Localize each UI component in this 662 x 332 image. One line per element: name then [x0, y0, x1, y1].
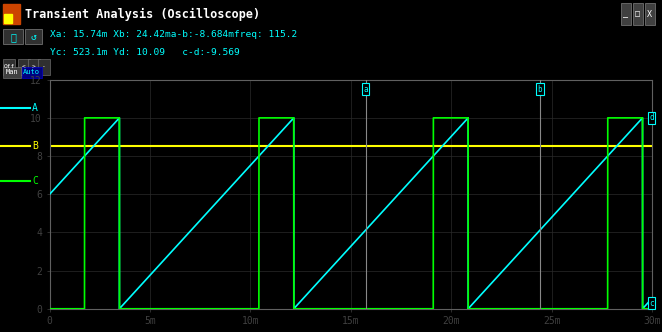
Text: d: d [649, 113, 653, 123]
Text: -: - [42, 64, 46, 69]
Text: Auto: Auto [23, 69, 40, 75]
Bar [22, 67, 42, 78]
Text: c: c [649, 298, 653, 307]
Text: □: □ [635, 10, 640, 19]
Bar [3, 4, 20, 24]
Bar [18, 59, 30, 74]
Text: B: B [32, 141, 38, 151]
Text: C: C [32, 176, 38, 186]
Bar [633, 3, 643, 25]
Bar [25, 29, 42, 43]
Text: ↺: ↺ [31, 33, 36, 42]
Text: A: A [32, 103, 38, 113]
Bar [621, 3, 631, 25]
Text: ⌇: ⌇ [11, 33, 16, 42]
Text: Xa: 15.74m Xb: 24.42ma-b:-8.684mfreq: 115.2: Xa: 15.74m Xb: 24.42ma-b:-8.684mfreq: 11… [50, 30, 297, 39]
Text: <: < [22, 64, 26, 69]
Bar [3, 67, 21, 78]
Text: b: b [538, 85, 542, 94]
Bar [3, 59, 15, 74]
Bar [4, 14, 12, 23]
Bar [645, 3, 655, 25]
Text: Transient Analysis (Oscilloscope): Transient Analysis (Oscilloscope) [25, 8, 260, 21]
Bar [28, 59, 40, 74]
Text: a: a [363, 85, 368, 94]
Bar [3, 29, 23, 43]
Bar [38, 59, 50, 74]
Text: Off: Off [4, 64, 15, 69]
Text: Man: Man [5, 69, 19, 75]
Text: >: > [32, 64, 36, 69]
Text: _: _ [623, 10, 628, 19]
Text: X: X [647, 10, 652, 19]
Text: Yc: 523.1m Yd: 10.09   c-d:-9.569: Yc: 523.1m Yd: 10.09 c-d:-9.569 [50, 48, 240, 57]
